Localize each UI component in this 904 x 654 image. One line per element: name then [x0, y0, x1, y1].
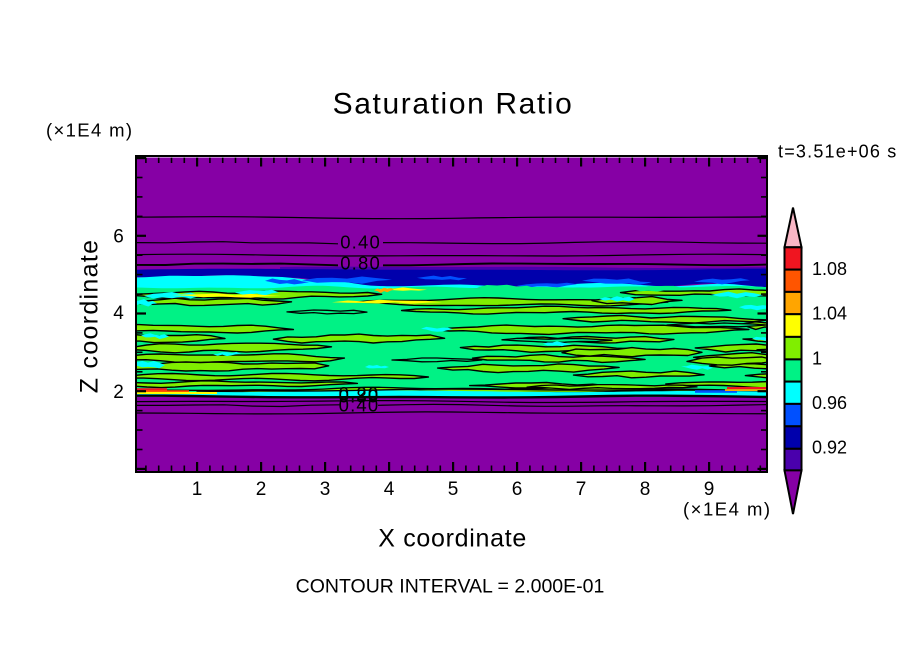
svg-text:8: 8 [640, 479, 651, 500]
svg-text:t=3.51e+06 s: t=3.51e+06 s [778, 142, 898, 162]
svg-text:0.20: 0.20 [339, 383, 380, 404]
svg-text:4: 4 [384, 479, 395, 500]
svg-text:7: 7 [576, 479, 587, 500]
svg-text:1: 1 [812, 348, 822, 368]
svg-text:9: 9 [704, 479, 715, 500]
svg-text:X coordinate: X coordinate [378, 525, 527, 553]
svg-text:0.96: 0.96 [812, 393, 847, 413]
svg-text:1.04: 1.04 [812, 304, 847, 324]
svg-text:4: 4 [113, 303, 124, 324]
svg-text:0.80: 0.80 [339, 385, 380, 406]
svg-text:2: 2 [113, 382, 124, 403]
svg-text:Saturation Ratio: Saturation Ratio [333, 88, 574, 121]
svg-text:0.40: 0.40 [339, 395, 380, 416]
svg-text:0.40: 0.40 [340, 231, 381, 252]
svg-text:0.80: 0.80 [340, 253, 381, 274]
svg-text:6: 6 [512, 479, 523, 500]
svg-text:6: 6 [113, 226, 124, 247]
svg-text:CONTOUR INTERVAL = 2.000E-01: CONTOUR INTERVAL = 2.000E-01 [296, 576, 605, 598]
svg-text:1.08: 1.08 [812, 259, 847, 279]
svg-text:3: 3 [320, 479, 331, 500]
svg-text:Z coordinate: Z coordinate [76, 239, 104, 394]
svg-text:5: 5 [448, 479, 459, 500]
svg-text:0.92: 0.92 [812, 438, 847, 458]
svg-text:(×1E4 m): (×1E4 m) [683, 499, 772, 520]
svg-text:(×1E4 m): (×1E4 m) [46, 120, 133, 141]
svg-text:1: 1 [192, 479, 203, 500]
svg-text:2: 2 [256, 479, 267, 500]
